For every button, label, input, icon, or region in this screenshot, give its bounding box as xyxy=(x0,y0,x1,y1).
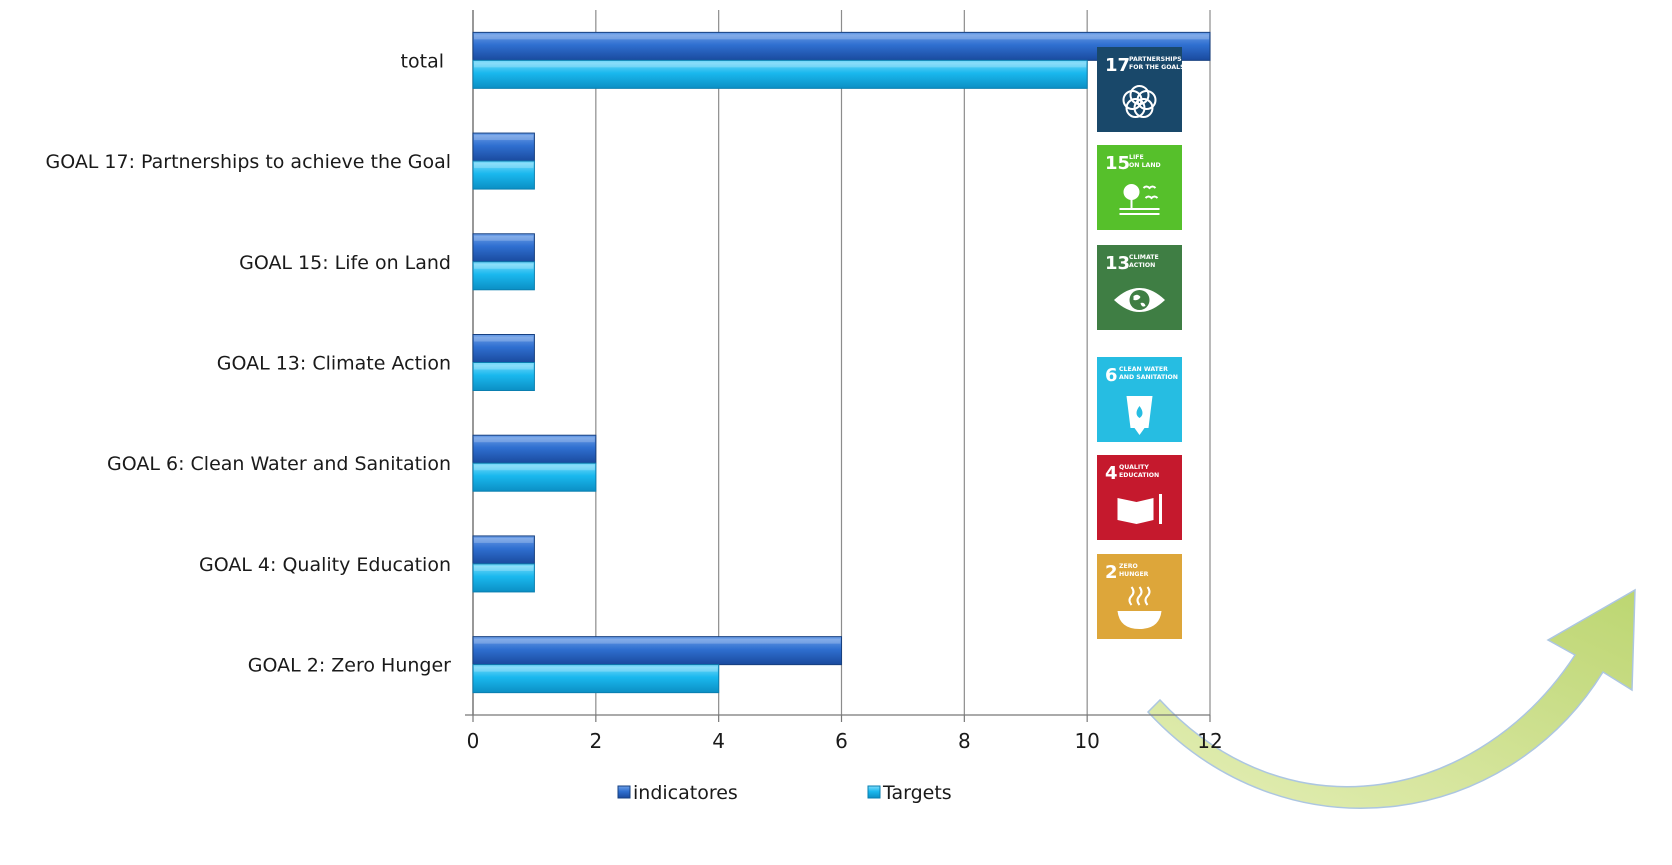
gridlines xyxy=(465,10,1211,722)
bar-indicatores xyxy=(472,132,535,162)
legend: indicatores Targets xyxy=(617,782,952,804)
sdg-title: CLEAN WATER xyxy=(1119,366,1168,373)
category-label: GOAL 2: Zero Hunger xyxy=(248,655,451,677)
bar-highlight xyxy=(474,565,534,571)
x-tick-label: 8 xyxy=(958,729,971,753)
sdg-title: EDUCATION xyxy=(1119,472,1159,479)
x-tick-label: 2 xyxy=(589,729,602,753)
bar-indicatores xyxy=(472,334,535,363)
bar-highlight xyxy=(474,364,534,370)
sdg-number: 4 xyxy=(1105,463,1118,484)
x-tick-label: 0 xyxy=(467,729,480,753)
sdg-title: ZERO xyxy=(1119,563,1138,570)
bar-highlight xyxy=(474,34,1209,40)
legend-item-targets: Targets xyxy=(867,782,952,804)
legend-label: indicatores xyxy=(633,782,738,804)
category-labels: total GOAL 17: Partnerships to achieve th… xyxy=(45,50,451,676)
bar-targets xyxy=(472,563,535,593)
bar-highlight xyxy=(474,437,595,443)
legend-item-indicatores: indicatores xyxy=(617,782,738,804)
bar-targets xyxy=(472,59,1088,89)
bar-highlight xyxy=(474,666,718,672)
bars xyxy=(472,31,1211,694)
bar-highlight xyxy=(474,263,534,269)
bar-highlight xyxy=(474,135,534,141)
bar-targets xyxy=(472,462,597,492)
legend-swatch xyxy=(867,785,881,799)
sdg-title: PARTNERSHIPS xyxy=(1129,56,1182,63)
bar-indicatores xyxy=(472,31,1211,61)
bar-highlight xyxy=(474,336,534,342)
legend-label: Targets xyxy=(882,782,952,804)
x-axis-tick-labels: 0 2 4 6 8 10 12 xyxy=(467,729,1223,753)
steaming-bowl-icon xyxy=(1117,586,1162,629)
legend-swatch xyxy=(617,785,631,799)
bar-highlight xyxy=(474,465,595,471)
category-label: GOAL 15: Life on Land xyxy=(239,252,451,274)
water-glass-icon xyxy=(1126,396,1153,435)
bar-indicatores xyxy=(472,636,842,666)
bar-targets xyxy=(472,664,720,694)
sdg-number: 17 xyxy=(1105,55,1130,76)
tree-birds-icon xyxy=(1119,184,1160,215)
sdg-title: LIFE xyxy=(1129,154,1144,161)
sdg-title: HUNGER xyxy=(1119,571,1149,578)
bar-highlight xyxy=(474,62,1087,68)
curved-arrow-icon xyxy=(1146,588,1636,809)
x-tick-label: 6 xyxy=(835,729,848,753)
partnership-rings-icon xyxy=(1122,85,1157,118)
sdg-title: CLIMATE xyxy=(1129,254,1159,261)
bar-highlight xyxy=(474,163,534,169)
category-label: GOAL 13: Climate Action xyxy=(217,353,451,375)
sdg-title: FOR THE GOALS xyxy=(1129,64,1185,71)
bar-targets xyxy=(472,362,535,391)
bar-targets xyxy=(472,160,535,190)
sdg-number: 2 xyxy=(1105,562,1118,583)
category-label: GOAL 17: Partnerships to achieve the Goa… xyxy=(45,151,451,173)
bar-highlight xyxy=(474,638,841,644)
category-label: total xyxy=(401,50,444,72)
sdg-number: 15 xyxy=(1105,153,1130,174)
category-label: GOAL 6: Clean Water and Sanitation xyxy=(107,453,451,475)
sdg-number: 13 xyxy=(1105,253,1130,274)
book-pencil-icon xyxy=(1117,494,1162,524)
globe-eye-icon xyxy=(1114,288,1165,312)
sdg-title: ON LAND xyxy=(1129,162,1161,169)
sdg-title: AND SANITATION xyxy=(1119,374,1178,381)
sdg-title: QUALITY xyxy=(1119,464,1149,471)
category-label: GOAL 4: Quality Education xyxy=(199,554,451,576)
bar-targets xyxy=(472,261,535,291)
bar-highlight xyxy=(474,537,534,543)
bar-indicatores xyxy=(472,535,535,565)
sdg-number: 6 xyxy=(1105,365,1118,386)
sdg-title: ACTION xyxy=(1129,262,1155,269)
bar-indicatores xyxy=(472,434,597,464)
bar-highlight xyxy=(474,235,534,241)
x-tick-label: 4 xyxy=(712,729,725,753)
x-tick-label: 10 xyxy=(1074,729,1099,753)
x-tick-label: 12 xyxy=(1197,729,1222,753)
